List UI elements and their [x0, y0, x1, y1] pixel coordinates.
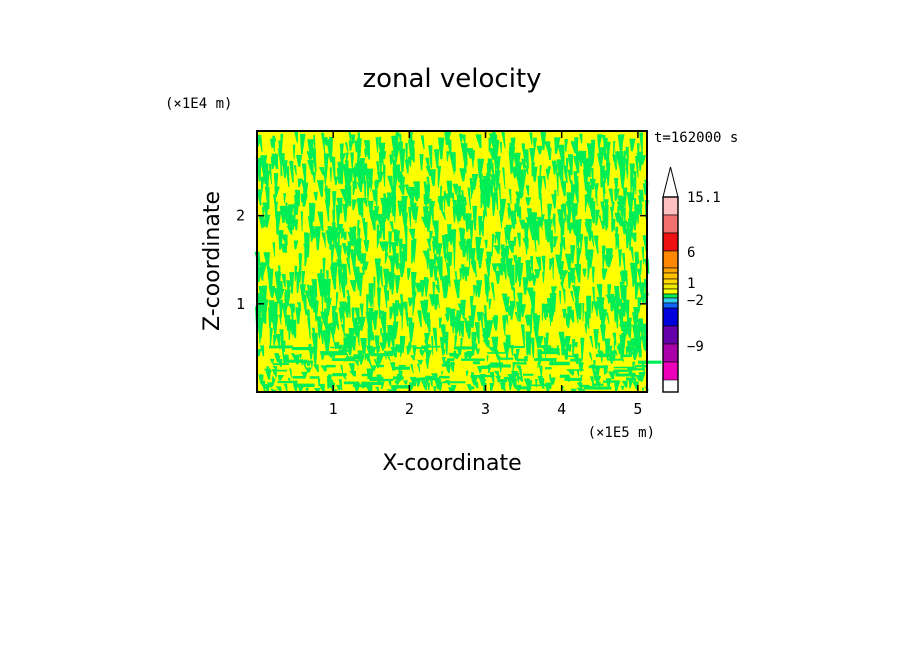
y-tick-label: 2 [236, 207, 245, 225]
colorbar: 15.1 6 1−2 −9 [662, 166, 721, 393]
y-tick-label: 1 [236, 295, 245, 313]
y-axis-label: Z-coordinate [200, 191, 225, 331]
colorbar-level [662, 250, 679, 269]
x-tick-label: 2 [405, 400, 414, 418]
x-tick-label: 3 [481, 400, 490, 418]
colorbar-level [662, 361, 679, 381]
x-scale-label: (×1E5 m) [588, 425, 655, 441]
x-axis-label: X-coordinate [382, 451, 521, 476]
green-bands [269, 345, 662, 390]
x-tick-label: 4 [557, 400, 566, 418]
plot-area [254, 130, 662, 393]
colorbar-level [662, 293, 679, 299]
colorbar-level [662, 288, 679, 295]
x-tick-label: 5 [633, 400, 642, 418]
colorbar-max-arrow [662, 166, 679, 198]
colorbar-level [662, 278, 679, 285]
x-axis: 1 2 3 4 5 [329, 131, 642, 418]
y-axis: 12 [236, 207, 647, 313]
colorbar-level [662, 343, 679, 363]
plot-frame [256, 130, 648, 393]
colorbar-level [662, 232, 679, 252]
colorbar-level [662, 214, 679, 234]
x-tick-label: 1 [329, 400, 338, 418]
colorbar-label: 1 [687, 276, 695, 292]
colorbar-level [662, 307, 679, 327]
colorbar-level [662, 302, 679, 309]
colorbar-level [662, 272, 679, 280]
time-label: t=162000 s [654, 130, 738, 146]
colorbar-frame [662, 196, 679, 393]
velocity-field [254, 131, 662, 392]
colorbar-label: −2 [687, 293, 704, 309]
colorbar-label: 15.1 [687, 190, 721, 206]
colorbar-level [662, 267, 679, 274]
green-streaks [254, 131, 650, 392]
y-scale-label: (×1E4 m) [165, 96, 232, 112]
colorbar-level [662, 325, 679, 345]
colorbar-label: 6 [687, 245, 695, 261]
colorbar-level [662, 297, 679, 304]
chart-title: zonal velocity [362, 64, 541, 94]
colorbar-label: −9 [687, 339, 704, 355]
colorbar-level [662, 196, 679, 216]
colorbar-level [662, 283, 679, 290]
